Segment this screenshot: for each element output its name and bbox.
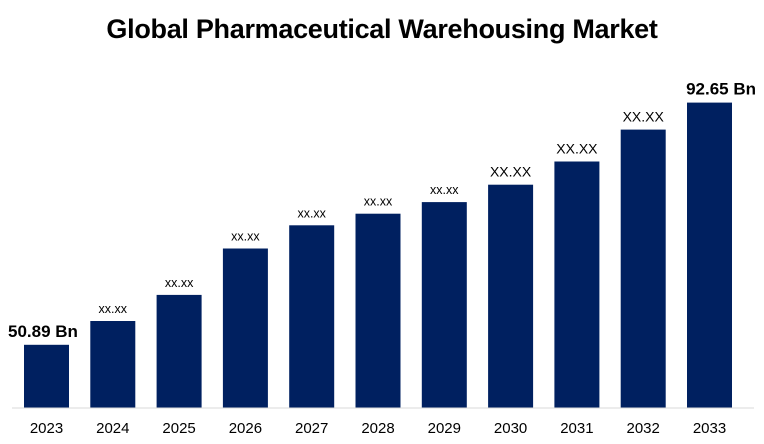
- bar-2032: [620, 129, 666, 408]
- bar-2026: [222, 248, 268, 408]
- x-tick-2025: 2025: [162, 420, 195, 437]
- data-label-2033: 92.65 Bn: [686, 80, 756, 99]
- bar-2030: [488, 184, 534, 408]
- data-label-2025: xx.xx: [165, 276, 194, 290]
- bar-2025: [156, 294, 202, 408]
- x-tick-2033: 2033: [693, 420, 726, 437]
- data-label-2032: XX.XX: [623, 109, 665, 125]
- data-label-2027: xx.xx: [297, 206, 326, 220]
- data-label-2029: xx.xx: [430, 183, 459, 197]
- x-tick-2023: 2023: [30, 420, 63, 437]
- bar-2028: [355, 213, 401, 408]
- x-tick-2024: 2024: [96, 420, 129, 437]
- bar-2024: [90, 321, 136, 408]
- data-label-2026: xx.xx: [231, 230, 260, 244]
- bars-group: [24, 102, 732, 408]
- bar-2023: [24, 344, 69, 408]
- data-label-2030: XX.XX: [490, 164, 532, 180]
- x-tick-2031: 2031: [560, 420, 593, 437]
- bar-2033: [687, 102, 732, 408]
- data-labels-group: 50.89 Bn xx.xx xx.xx xx.xx xx.xx xx.xx xx.xx XX…: [8, 80, 756, 341]
- x-tick-2026: 2026: [229, 420, 262, 437]
- bar-2031: [554, 161, 600, 408]
- x-tick-2027: 2027: [295, 420, 328, 437]
- data-label-2031: XX.XX: [556, 141, 598, 157]
- data-label-2024: xx.xx: [99, 302, 128, 316]
- x-tick-2029: 2029: [428, 420, 461, 437]
- x-tick-2030: 2030: [494, 420, 527, 437]
- x-tick-labels-group: 2023 2024 2025 2026 2027 2028 2029 2030 2031 2032…: [30, 420, 726, 437]
- x-tick-2028: 2028: [361, 420, 394, 437]
- bar-2027: [289, 225, 335, 408]
- chart-title: Global Pharmaceutical Warehousing Market: [106, 14, 658, 44]
- bar-2029: [421, 202, 467, 408]
- data-label-2028: xx.xx: [364, 195, 393, 209]
- x-tick-2032: 2032: [627, 420, 660, 437]
- data-label-2023: 50.89 Bn: [8, 322, 78, 341]
